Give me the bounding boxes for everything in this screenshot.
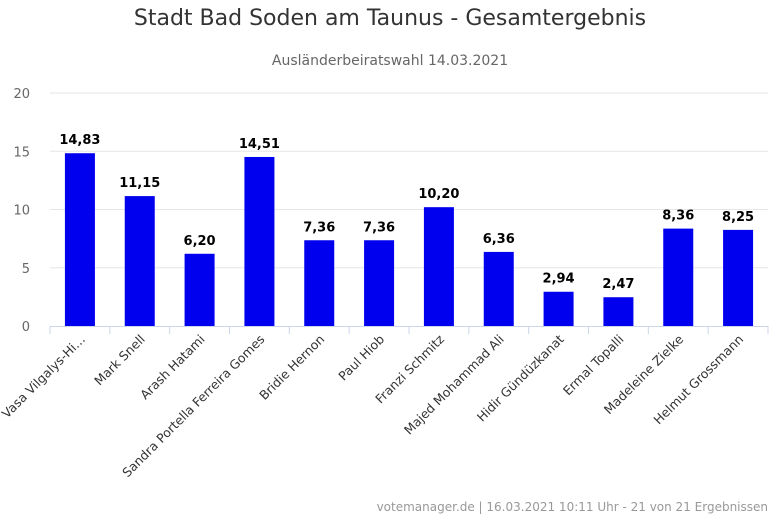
- bar[interactable]: [64, 153, 95, 326]
- bar[interactable]: [543, 291, 574, 326]
- data-label: 6,20: [184, 234, 216, 249]
- data-label: 14,51: [239, 137, 280, 152]
- data-label: 14,83: [59, 133, 100, 148]
- y-tick-label: 0: [22, 320, 30, 335]
- bar[interactable]: [663, 228, 694, 326]
- data-label: 10,20: [418, 187, 459, 202]
- chart-footer: votemanager.de | 16.03.2021 10:11 Uhr - …: [376, 500, 768, 514]
- x-tick-label: Majed Mohammad Ali: [401, 332, 507, 438]
- data-label: 8,25: [722, 210, 754, 225]
- data-labels: 14,83 11,15 6,20 14,51 7,36 7,36 10,20 6,36 2,94…: [59, 133, 754, 292]
- data-label: 6,36: [483, 232, 515, 247]
- x-tick-label: Vasa Vilgalys-Hi…: [0, 332, 88, 421]
- x-tick-label: Paul Hiob: [335, 331, 387, 383]
- bar[interactable]: [364, 240, 395, 326]
- y-tick-label: 15: [13, 145, 30, 160]
- bar[interactable]: [304, 240, 335, 326]
- data-label: 11,15: [119, 176, 160, 191]
- data-label: 2,94: [543, 272, 575, 287]
- chart-title: Stadt Bad Soden am Taunus - Gesamtergebn…: [133, 6, 647, 31]
- y-tick-label: 10: [13, 204, 30, 219]
- bar[interactable]: [603, 297, 634, 326]
- data-label: 8,36: [662, 209, 694, 224]
- bars: [64, 153, 754, 326]
- bar[interactable]: [244, 156, 275, 326]
- x-tick-label: Mark Snell: [91, 332, 148, 389]
- bar[interactable]: [124, 196, 155, 326]
- y-tick-label: 5: [22, 262, 30, 277]
- bar[interactable]: [423, 207, 454, 326]
- y-tick-label: 20: [13, 87, 30, 102]
- data-label: 7,36: [363, 220, 395, 235]
- data-label: 7,36: [303, 220, 335, 235]
- bar[interactable]: [483, 251, 514, 326]
- data-label: 2,47: [602, 277, 634, 292]
- x-tick-label: Ermal Topalli: [560, 332, 627, 399]
- grid-lines: [50, 92, 768, 269]
- bar[interactable]: [184, 253, 215, 326]
- chart-subtitle: Ausländerbeiratswahl 14.03.2021: [271, 53, 509, 69]
- bar[interactable]: [723, 229, 754, 326]
